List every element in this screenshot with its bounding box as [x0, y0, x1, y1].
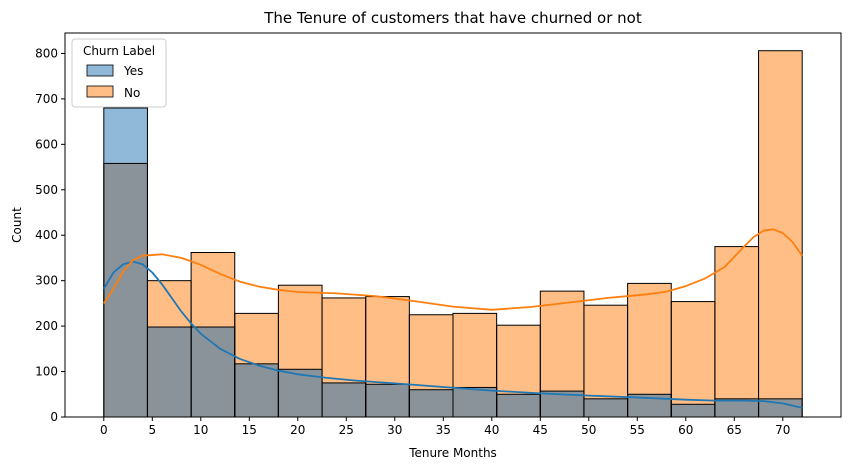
- bar-no: [714, 246, 759, 399]
- x-tick-label: 10: [193, 423, 208, 437]
- x-tick-label: 40: [484, 423, 499, 437]
- bar-no: [583, 305, 628, 399]
- x-tick-label: 60: [678, 423, 693, 437]
- bar-no: [322, 297, 366, 383]
- legend-swatch-yes: [86, 64, 114, 77]
- chart-title: The Tenure of customers that have churne…: [263, 9, 642, 27]
- bar-yes: [103, 107, 148, 164]
- y-tick-label: 700: [35, 92, 58, 106]
- legend-swatch-no: [86, 85, 114, 98]
- bar-overlap: [103, 163, 148, 417]
- bar-no: [540, 291, 584, 392]
- histogram-bars: [103, 163, 803, 417]
- y-axis: 0 100 200 300 400 500 600 700 800: [35, 46, 65, 424]
- bar-overlap: [147, 327, 192, 417]
- bar-overlap: [671, 404, 715, 417]
- bar-overlap: [714, 398, 759, 417]
- bar-no: [453, 313, 497, 388]
- y-tick-label: 600: [35, 137, 58, 151]
- bar-overlap: [191, 327, 235, 417]
- legend-label-no: No: [124, 86, 140, 100]
- y-tick-label: 300: [35, 274, 58, 288]
- y-tick-label: 200: [35, 319, 58, 333]
- bar-no: [278, 285, 323, 370]
- y-tick-label: 0: [50, 410, 58, 424]
- bar-overlap: [409, 389, 453, 417]
- x-tick-label: 0: [100, 423, 108, 437]
- legend: Churn Label Yes No: [71, 38, 167, 108]
- legend-label-yes: Yes: [123, 64, 143, 78]
- bar-no: [147, 280, 192, 328]
- x-tick-label: 20: [290, 423, 305, 437]
- x-tick-label: 25: [339, 423, 354, 437]
- x-tick-label: 45: [533, 423, 548, 437]
- x-tick-label: 50: [581, 423, 596, 437]
- x-axis: 0 5 10 15 20 25 30 35 40 45 50 55 60 65 70: [100, 417, 790, 437]
- histogram-bars-no: [103, 50, 803, 405]
- y-tick-label: 400: [35, 228, 58, 242]
- bar-no: [409, 314, 453, 390]
- bar-no: [627, 283, 672, 395]
- x-tick-label: 15: [242, 423, 257, 437]
- bar-no: [671, 301, 715, 405]
- bar-overlap: [234, 363, 279, 417]
- kde-lines: [103, 228, 803, 409]
- y-tick-label: 800: [35, 46, 58, 60]
- y-tick-label: 100: [35, 365, 58, 379]
- bar-overlap: [496, 394, 541, 417]
- x-tick-label: 65: [727, 423, 742, 437]
- x-tick-label: 35: [436, 423, 451, 437]
- bar-overlap: [322, 382, 366, 417]
- x-tick-label: 30: [387, 423, 402, 437]
- x-tick-label: 5: [148, 423, 156, 437]
- bar-no: [496, 325, 541, 395]
- bar-no: [191, 252, 235, 328]
- bar-overlap: [365, 384, 410, 417]
- x-tick-label: 70: [775, 423, 790, 437]
- bar-no: [758, 50, 803, 399]
- x-tick-label: 55: [630, 423, 645, 437]
- bar-overlap: [758, 398, 803, 417]
- y-axis-label: Count: [10, 207, 24, 243]
- bar-no: [365, 296, 410, 385]
- x-axis-label: Tenure Months: [408, 446, 497, 460]
- bar-overlap: [453, 387, 497, 417]
- kde-line-yes: [103, 260, 803, 409]
- bar-overlap: [583, 398, 628, 417]
- kde-line-no: [103, 228, 803, 311]
- y-tick-label: 500: [35, 183, 58, 197]
- bar-overlap: [627, 394, 672, 417]
- bar-no: [234, 313, 279, 364]
- legend-title: Churn Label: [83, 44, 155, 58]
- plot-area-frame: [64, 32, 842, 418]
